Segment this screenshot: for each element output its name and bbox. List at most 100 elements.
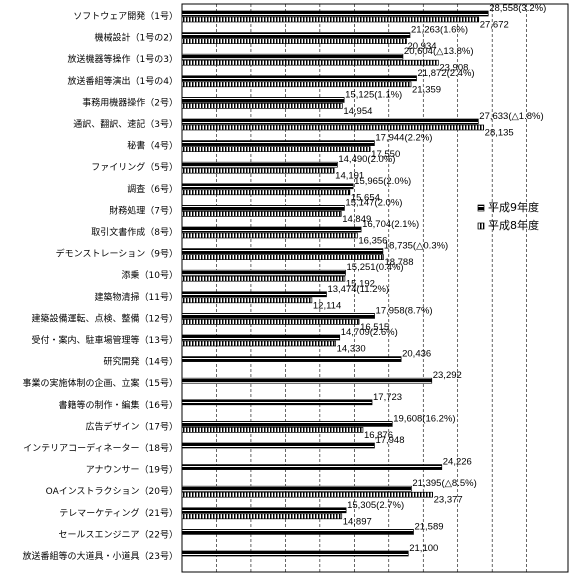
bar — [181, 97, 345, 103]
category-label: アナウンサー（19号） — [86, 465, 178, 476]
value-label: 13,474(11.2%) — [327, 284, 389, 295]
value-label: 28,135 — [485, 128, 514, 139]
bar — [181, 167, 335, 174]
category-label: 建築物清掃（11号） — [95, 291, 178, 303]
value-label: 17,550 — [371, 149, 400, 160]
category-label: 事務用機器操作（2号） — [82, 96, 178, 108]
category-label: 放送番組等の大道具・小道具（23号） — [23, 550, 178, 562]
category-label: 通訳、翻訳、速記（3号） — [73, 118, 178, 130]
bar — [181, 485, 412, 492]
category-label: 調査（6号） — [127, 183, 178, 195]
category-label: ファイリング（5号） — [91, 161, 178, 173]
bar — [181, 75, 417, 82]
value-label: 18,735(△0.3%) — [384, 241, 448, 252]
category-label: 事業の実施体制の企画、立案（15号） — [23, 377, 178, 389]
value-label: 14,849 — [342, 214, 371, 225]
category-label: 秘書（4号） — [127, 140, 178, 152]
bar — [181, 319, 360, 325]
category-label: 財務処理（7号） — [109, 204, 178, 216]
value-label: 12,114 — [313, 300, 341, 311]
bar — [181, 59, 439, 66]
bar — [181, 140, 375, 146]
category-label: テレマーケティング（21号） — [59, 507, 178, 519]
value-label: 19,608(16.2%) — [393, 413, 455, 424]
bar — [181, 103, 343, 109]
value-label: 20,604(△13.8%) — [404, 46, 474, 57]
bar — [181, 313, 375, 319]
category-label: 広告デザイン（17号） — [86, 420, 178, 432]
value-label: 23,292 — [433, 370, 462, 381]
value-label: 21,589 — [414, 521, 443, 532]
category-label: 書籍等の制作・編集（16号） — [59, 399, 178, 411]
bar — [181, 118, 479, 125]
plot-frame — [181, 3, 569, 573]
bar — [181, 81, 412, 88]
legend-label: 平成8年度 — [488, 218, 539, 232]
category-label: 放送機器等操作（1号の3） — [68, 53, 178, 65]
value-label: 16,515 — [360, 322, 389, 333]
value-label: 16,356 — [358, 236, 387, 247]
value-label: 15,125(1.1%) — [345, 89, 402, 100]
value-label: 21,359 — [412, 84, 441, 95]
value-label: 17,944(2.2%) — [375, 133, 432, 144]
legend-swatch — [477, 222, 485, 230]
bar — [181, 507, 347, 514]
value-label: 17,723 — [373, 392, 402, 403]
value-label: 15,965(2.0%) — [354, 176, 411, 187]
bar — [181, 513, 343, 520]
value-label: 14,330 — [337, 344, 366, 355]
category-label: デモンストレーション（9号） — [56, 248, 178, 260]
value-label: 23,908 — [439, 63, 468, 74]
value-label: 27,672 — [480, 20, 509, 31]
category-label: 機械設計（1号の2） — [95, 32, 178, 44]
bar — [181, 189, 351, 196]
value-label: 15,192 — [346, 279, 375, 290]
bar — [181, 10, 489, 17]
value-label: 15,147(2.0%) — [345, 197, 402, 208]
bar — [181, 529, 414, 535]
value-label: 14,490(2.0%) — [338, 154, 395, 165]
bar — [181, 442, 375, 449]
value-label: 23,377 — [434, 495, 463, 506]
category-label: 取引文書作成（8号） — [91, 226, 178, 238]
bar — [181, 297, 313, 304]
value-label: 20,436 — [402, 349, 431, 360]
value-label: 20,934 — [407, 41, 436, 52]
bar — [181, 32, 411, 38]
value-label: 15,654 — [351, 192, 380, 203]
value-label: 24,226 — [443, 457, 472, 468]
bar — [181, 146, 371, 152]
bar — [181, 161, 338, 168]
value-label: 14,191 — [335, 171, 364, 182]
value-label: 21,395(△8.5%) — [412, 478, 476, 489]
bar — [181, 275, 346, 282]
value-label: 27,633(△1.8%) — [479, 111, 543, 122]
value-label: 21,872(2.4%) — [418, 68, 475, 79]
value-label: 15,251(0.4%) — [347, 262, 404, 273]
value-label: 14,709(2.6%) — [341, 327, 398, 338]
bar — [181, 53, 404, 60]
value-label: 16,876 — [364, 430, 393, 441]
bar — [181, 254, 384, 260]
bar — [181, 232, 358, 239]
value-label: 17,958(8.7%) — [376, 305, 433, 316]
category-label: 添乗（10号） — [122, 269, 178, 281]
bar — [181, 124, 485, 131]
bar — [181, 464, 443, 470]
bar — [181, 205, 345, 211]
bar — [181, 399, 373, 406]
value-label: 21,100 — [409, 543, 438, 554]
category-label: インテリアコーディネーター（18号） — [23, 442, 178, 454]
category-label: ソフトウェア開発（1号） — [73, 10, 178, 22]
bar — [181, 491, 434, 498]
category-label: 放送番組等演出（1号の4） — [68, 75, 178, 87]
category-label: OAインストラクション（20号） — [46, 486, 178, 497]
value-label: 28,558(3.2%) — [489, 3, 546, 14]
bar — [181, 248, 384, 254]
value-label: 14,897 — [343, 516, 372, 527]
value-label: 17,948 — [375, 435, 404, 446]
category-label: セールスエンジニア（22号） — [59, 529, 178, 540]
value-label: 14,954 — [343, 106, 372, 117]
value-label: 21,263(1.6%) — [411, 25, 468, 36]
